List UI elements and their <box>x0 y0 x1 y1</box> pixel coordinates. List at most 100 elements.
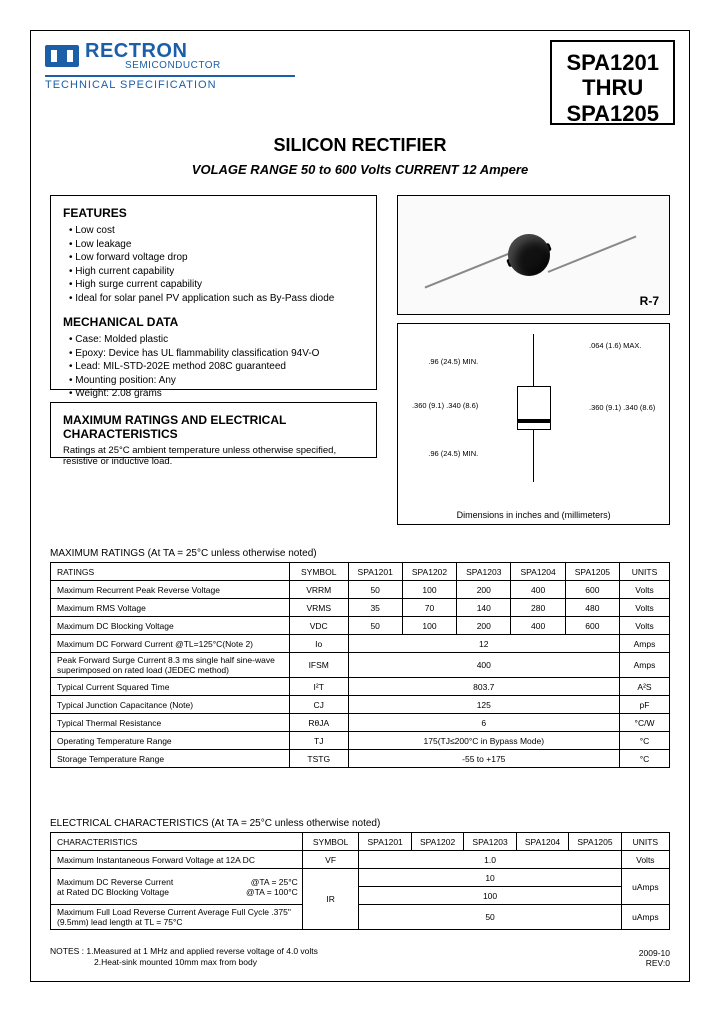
table-row: Maximum DC Reverse Current@TA = 25°Cat R… <box>51 869 670 887</box>
th: UNITS <box>621 833 669 851</box>
td-value: 480 <box>565 599 619 617</box>
dim-label: .96 (24.5) MIN. <box>408 450 478 458</box>
logo-rule <box>45 75 295 77</box>
rev-rev: REV:0 <box>639 958 670 968</box>
td-value: 50 <box>348 581 402 599</box>
td-units: °C <box>620 732 670 750</box>
td-char: Maximum DC Reverse Current@TA = 25°Cat R… <box>51 869 303 905</box>
td-value-span: 6 <box>348 714 619 732</box>
td-rating: Typical Thermal Resistance <box>51 714 290 732</box>
td-symbol: TSTG <box>289 750 348 768</box>
td-rating: Maximum DC Forward Current @TL=125°C(Not… <box>51 635 290 653</box>
mech-item: Epoxy: Device has UL flammability classi… <box>69 347 364 361</box>
ratings-table-section: MAXIMUM RATINGS (At TA = 25°C unless oth… <box>50 548 670 768</box>
feature-item: Low forward voltage drop <box>69 251 364 265</box>
table-row: Operating Temperature RangeTJ175(TJ≤200°… <box>51 732 670 750</box>
diode-body-icon <box>508 234 550 276</box>
revision: 2009-10 REV:0 <box>639 948 670 968</box>
td-rating: Peak Forward Surge Current 8.3 ms single… <box>51 653 290 678</box>
td-value-span: 100 <box>359 887 621 905</box>
feature-item: Low leakage <box>69 238 364 252</box>
th: SPA1201 <box>348 563 402 581</box>
feature-item: High current capability <box>69 265 364 279</box>
td-value-span: -55 to +175 <box>348 750 619 768</box>
table-row: Maximum Recurrent Peak Reverse VoltageVR… <box>51 581 670 599</box>
mech-item: Lead: MIL-STD-202E method 208C guarantee… <box>69 360 364 374</box>
td-value: 280 <box>511 599 565 617</box>
title-area: SILICON RECTIFIER VOLAGE RANGE 50 to 600… <box>50 135 670 177</box>
td-value: 600 <box>565 581 619 599</box>
features-heading: FEATURES <box>63 206 364 220</box>
td-rating: Typical Junction Capacitance (Note) <box>51 696 290 714</box>
th: SPA1205 <box>565 563 619 581</box>
td-value: 50 <box>348 617 402 635</box>
feature-item: High surge current capability <box>69 278 364 292</box>
dim-label: .064 (1.6) MAX. <box>589 342 659 350</box>
dim-body-icon <box>517 386 551 430</box>
td-value: 140 <box>457 599 511 617</box>
td-value: 400 <box>511 581 565 599</box>
td-symbol: IFSM <box>289 653 348 678</box>
td-value-span: 50 <box>359 905 621 930</box>
td-units: uAmps <box>621 905 669 930</box>
td-units: Volts <box>620 581 670 599</box>
th: SPA1203 <box>457 563 511 581</box>
td-value: 100 <box>402 581 456 599</box>
td-value: 400 <box>511 617 565 635</box>
elec-table-title: ELECTRICAL CHARACTERISTICS (At TA = 25°C… <box>50 818 670 829</box>
td-symbol: IR <box>302 869 359 930</box>
header: RECTRON SEMICONDUCTOR TECHNICAL SPECIFIC… <box>45 40 675 125</box>
td-value-span: 1.0 <box>359 851 621 869</box>
table-row: Peak Forward Surge Current 8.3 ms single… <box>51 653 670 678</box>
footnotes: NOTES : 1.Measured at 1 MHz and applied … <box>50 946 318 968</box>
td-rating: Operating Temperature Range <box>51 732 290 750</box>
table-row: Storage Temperature RangeTSTG-55 to +175… <box>51 750 670 768</box>
th: SPA1203 <box>464 833 516 851</box>
logo-sub2: TECHNICAL SPECIFICATION <box>45 79 295 91</box>
dim-label: .360 (9.1) .340 (8.6) <box>589 404 659 412</box>
part-line2: THRU <box>566 75 659 100</box>
package-image: R-7 <box>397 195 670 315</box>
table-row: Maximum RMS VoltageVRMS3570140280480Volt… <box>51 599 670 617</box>
dimension-drawing: .96 (24.5) MIN. .360 (9.1) .340 (8.6) .9… <box>397 323 670 525</box>
dim-lead-icon <box>533 334 534 386</box>
left-column: FEATURES Low cost Low leakage Low forwar… <box>50 195 377 525</box>
dim-label: .96 (24.5) MIN. <box>408 358 478 366</box>
td-value: 200 <box>457 581 511 599</box>
th: CHARACTERISTICS <box>51 833 303 851</box>
logo-block: RECTRON SEMICONDUCTOR TECHNICAL SPECIFIC… <box>45 40 295 125</box>
td-value: 100 <box>402 617 456 635</box>
mech-item: Mounting position: Any <box>69 374 364 388</box>
td-value-span: 125 <box>348 696 619 714</box>
dim-label: .360 (9.1) .340 (8.6) <box>408 402 478 410</box>
right-column: R-7 .96 (24.5) MIN. .360 (9.1) .340 (8.6… <box>397 195 670 525</box>
td-symbol: I²T <box>289 678 348 696</box>
feature-item: Ideal for solar panel PV application suc… <box>69 292 364 306</box>
max-text: Ratings at 25°C ambient temperature unle… <box>63 445 364 467</box>
two-column-area: FEATURES Low cost Low leakage Low forwar… <box>50 195 670 525</box>
rev-date: 2009-10 <box>639 948 670 958</box>
td-value: 70 <box>402 599 456 617</box>
th: UNITS <box>620 563 670 581</box>
table-header-row: RATINGS SYMBOL SPA1201 SPA1202 SPA1203 S… <box>51 563 670 581</box>
elec-table: CHARACTERISTICS SYMBOL SPA1201 SPA1202 S… <box>50 832 670 930</box>
ratings-table: RATINGS SYMBOL SPA1201 SPA1202 SPA1203 S… <box>50 562 670 768</box>
sub-title: VOLAGE RANGE 50 to 600 Volts CURRENT 12 … <box>50 162 670 177</box>
td-value: 600 <box>565 617 619 635</box>
table-row: Maximum Full Load Reverse Current Averag… <box>51 905 670 930</box>
th: SPA1202 <box>411 833 463 851</box>
part-line3: SPA1205 <box>566 101 659 126</box>
td-value-span: 803.7 <box>348 678 619 696</box>
td-units: °C <box>620 750 670 768</box>
td-value: 35 <box>348 599 402 617</box>
main-title: SILICON RECTIFIER <box>50 135 670 156</box>
part-line1: SPA1201 <box>566 50 659 75</box>
td-units: Amps <box>620 653 670 678</box>
table-row: Typical Current Squared TimeI²T803.7A²S <box>51 678 670 696</box>
max-heading: MAXIMUM RATINGS AND ELECTRICAL CHARACTER… <box>63 413 364 441</box>
th: SPA1202 <box>402 563 456 581</box>
logo-icon <box>45 45 79 67</box>
table-row: Maximum DC Blocking VoltageVDC5010020040… <box>51 617 670 635</box>
table-row: Typical Junction Capacitance (Note)CJ125… <box>51 696 670 714</box>
td-char: Maximum Instantaneous Forward Voltage at… <box>51 851 303 869</box>
